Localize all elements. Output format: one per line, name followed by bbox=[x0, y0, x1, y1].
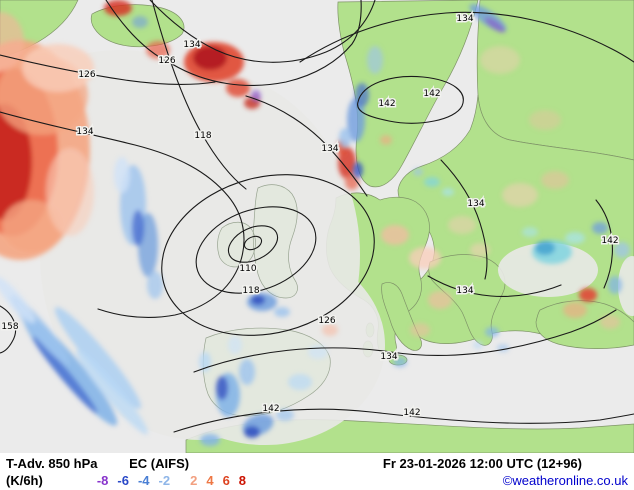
legend-value: 8 bbox=[238, 473, 247, 488]
contour-label: 142 bbox=[601, 236, 618, 246]
weather-map-svg: 126 134 126 134 118 134 134 142 142 110 118 126 134 1… bbox=[0, 0, 634, 453]
legend-value: -8 bbox=[96, 473, 109, 488]
legend-value: 4 bbox=[206, 473, 214, 488]
contour-label: 134 bbox=[467, 199, 484, 209]
legend-value: -6 bbox=[117, 473, 129, 488]
contour-label: 142 bbox=[423, 89, 440, 99]
contour-label: 142 bbox=[403, 408, 420, 418]
contour-label: 134 bbox=[183, 40, 200, 50]
cold-advection-layer bbox=[0, 4, 630, 446]
land-turkey bbox=[535, 300, 634, 349]
caspian-sea bbox=[618, 256, 634, 316]
legend-group: (K/6h) -8 -6 -4 -2 2 4 6 8 bbox=[6, 472, 255, 489]
contour-label: 126 bbox=[318, 316, 335, 326]
warm-advection-layer bbox=[0, 0, 620, 337]
contour-label: 126 bbox=[158, 56, 175, 66]
footer-row-1: T-Adv. 850 hPa EC (AIFS) Fr 23-01-2026 1… bbox=[6, 455, 628, 472]
param-label: T-Adv. 850 hPa bbox=[6, 456, 98, 471]
contour-label: 134 bbox=[380, 352, 397, 362]
contour-label: 134 bbox=[456, 14, 473, 24]
black-sea bbox=[498, 243, 598, 297]
footer-bar: T-Adv. 850 hPa EC (AIFS) Fr 23-01-2026 1… bbox=[0, 453, 634, 490]
copyright-group: ©weatheronline.co.uk bbox=[503, 472, 628, 489]
legend-scale: -8 -6 -4 -2 2 4 6 8 bbox=[97, 472, 255, 489]
legend-value: 6 bbox=[222, 473, 230, 488]
model-label: EC (AIFS) bbox=[129, 456, 190, 471]
contour-label: 134 bbox=[456, 286, 473, 296]
contour-labels-layer: 126 134 126 134 118 134 134 142 142 110 118 126 134 1… bbox=[0, 13, 620, 420]
footer-row-2: (K/6h) -8 -6 -4 -2 2 4 6 8 ©weatheronline.co.uk bbox=[6, 472, 628, 489]
unit-label: (K/6h) bbox=[6, 473, 43, 488]
legend-value: 2 bbox=[190, 473, 198, 488]
contour-label: 142 bbox=[262, 404, 279, 414]
valid-time-group: Fr 23-01-2026 12:00 UTC (12+96) bbox=[383, 455, 582, 472]
legend-value: -2 bbox=[158, 473, 171, 488]
contour-label: 134 bbox=[76, 127, 93, 137]
valid-time-label: Fr 23-01-2026 12:00 UTC (12+96) bbox=[382, 456, 582, 471]
contour-label: 118 bbox=[194, 131, 211, 141]
contour-label: 134 bbox=[321, 144, 338, 154]
contour-layer bbox=[0, 0, 634, 433]
legend-value: -4 bbox=[137, 473, 150, 488]
copyright-link[interactable]: ©weatheronline.co.uk bbox=[502, 473, 628, 488]
footer-title-group: T-Adv. 850 hPa EC (AIFS) bbox=[6, 455, 189, 472]
contour-label: 118 bbox=[242, 286, 259, 296]
contour-label: 142 bbox=[378, 99, 395, 109]
contour-label: 126 bbox=[78, 70, 95, 80]
contour-label: 158 bbox=[1, 322, 18, 332]
contour-label: 110 bbox=[239, 264, 256, 274]
